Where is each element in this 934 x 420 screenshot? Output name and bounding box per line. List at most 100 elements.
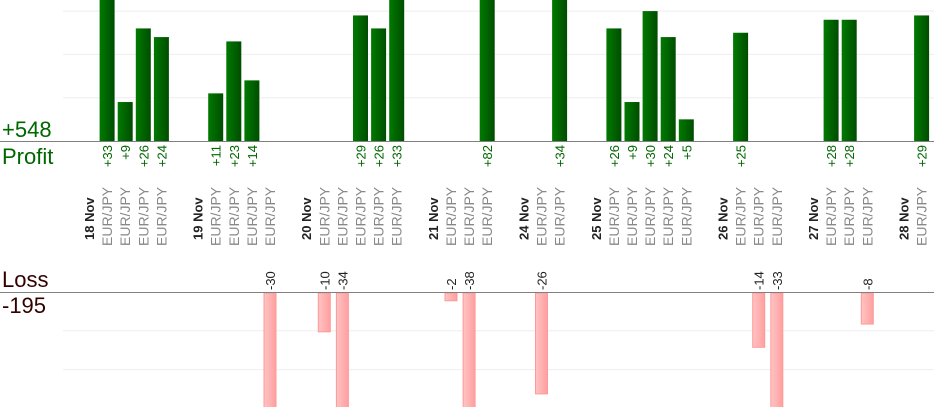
profit-bar bbox=[208, 93, 224, 141]
loss-bar bbox=[535, 292, 548, 395]
trade-pair-label: EUR/JPY bbox=[135, 186, 151, 246]
trade-pair-label: EUR/JPY bbox=[316, 186, 332, 246]
day-label: 24 Nov bbox=[516, 197, 531, 240]
profit-bar bbox=[135, 28, 151, 142]
trade-pair-label: EUR/JPY bbox=[624, 186, 640, 246]
profit-value-label: +26 bbox=[372, 145, 387, 167]
profit-label: Profit bbox=[2, 144, 53, 169]
profit-bar bbox=[642, 11, 658, 141]
profit-value-label: +11 bbox=[209, 145, 224, 166]
trade-pair-label: EUR/JPY bbox=[371, 186, 387, 246]
profit-bar bbox=[678, 119, 694, 141]
trade-pair-label: EUR/JPY bbox=[534, 186, 550, 246]
loss-bar bbox=[770, 292, 784, 407]
bars bbox=[99, 0, 930, 407]
profit-bar bbox=[733, 32, 749, 141]
trade-pair-label: EUR/JPY bbox=[334, 186, 350, 246]
trade-pair-label: EUR/JPY bbox=[751, 186, 767, 246]
trade-pair-label: EUR/JPY bbox=[678, 186, 694, 246]
day-label: 25 Nov bbox=[589, 197, 604, 240]
profit-value-label: +82 bbox=[480, 145, 495, 167]
profit-bar bbox=[353, 15, 368, 141]
profit-value-label: +33 bbox=[390, 145, 405, 167]
profit-value-label: +28 bbox=[842, 145, 857, 167]
day-label: 28 Nov bbox=[897, 197, 912, 240]
trade-pair-label: EUR/JPY bbox=[479, 186, 495, 246]
loss-value-label: -38 bbox=[462, 271, 477, 290]
profit-bar bbox=[153, 37, 169, 141]
profit-bar bbox=[244, 80, 260, 141]
loss-value-label: -33 bbox=[770, 271, 785, 290]
profit-value-label: +24 bbox=[154, 145, 169, 167]
profit-value-label: +34 bbox=[553, 145, 568, 167]
profit-bar bbox=[99, 0, 115, 141]
profit-value-label: +26 bbox=[136, 145, 151, 167]
trade-pair-label: EUR/JPY bbox=[461, 186, 477, 246]
trade-pair-label: EUR/JPY bbox=[443, 186, 459, 246]
day-label: 26 Nov bbox=[716, 197, 731, 240]
gridlines bbox=[63, 10, 934, 371]
profit-value-label: +24 bbox=[661, 145, 676, 167]
profit-bar bbox=[552, 0, 568, 142]
loss-bar bbox=[444, 292, 458, 302]
profit-bar bbox=[823, 19, 839, 141]
trade-pair-label: EUR/JPY bbox=[99, 186, 115, 246]
profit-bar bbox=[226, 41, 242, 141]
loss-total: -195 bbox=[2, 293, 46, 318]
profit-bar bbox=[841, 19, 857, 141]
trade-pair-label: EUR/JPY bbox=[823, 186, 839, 246]
trade-pair-label: EUR/JPY bbox=[153, 186, 169, 246]
profit-bar bbox=[914, 15, 930, 141]
loss-bar bbox=[263, 292, 277, 407]
trade-pair-label: EUR/JPY bbox=[859, 186, 875, 246]
loss-bar bbox=[462, 292, 476, 407]
profit-bar bbox=[371, 28, 387, 142]
loss-value-label: -2 bbox=[444, 278, 459, 290]
profit-bar bbox=[660, 37, 676, 141]
loss-value-label: -34 bbox=[335, 271, 350, 290]
loss-label: Loss bbox=[2, 267, 48, 292]
day-label: 19 Nov bbox=[191, 197, 206, 240]
profit-bar bbox=[479, 0, 495, 141]
profit-bar bbox=[624, 102, 640, 141]
loss-bar bbox=[335, 292, 349, 407]
profit-value-label: +30 bbox=[643, 145, 658, 167]
trade-pair-label: EUR/JPY bbox=[389, 186, 405, 246]
profit-bar bbox=[606, 28, 622, 142]
profit-value-label: +29 bbox=[354, 145, 369, 167]
trade-pair-label: EUR/JPY bbox=[914, 186, 930, 246]
trade-pair-label: EUR/JPY bbox=[226, 186, 242, 246]
day-label: 27 Nov bbox=[806, 197, 821, 240]
profit-value-label: +28 bbox=[824, 145, 839, 167]
day-label: 20 Nov bbox=[299, 197, 314, 240]
trade-pair-label: EUR/JPY bbox=[244, 186, 260, 246]
trade-pair-label: EUR/JPY bbox=[769, 186, 785, 246]
profit-value-label: +26 bbox=[607, 145, 622, 167]
profit-value-label: +14 bbox=[245, 145, 260, 167]
profit-value-label: +5 bbox=[679, 145, 694, 160]
loss-value-label: -30 bbox=[263, 271, 278, 290]
profit-total: +548 bbox=[2, 117, 52, 142]
loss-value-label: -14 bbox=[752, 271, 767, 290]
trade-pair-label: EUR/JPY bbox=[642, 186, 658, 246]
trade-pair-label: EUR/JPY bbox=[353, 186, 369, 246]
trade-pair-label: EUR/JPY bbox=[552, 186, 568, 246]
day-label: 21 Nov bbox=[426, 197, 441, 240]
profit-value-label: +33 bbox=[100, 145, 115, 167]
loss-bar bbox=[317, 292, 331, 333]
loss-value-label: -26 bbox=[535, 271, 550, 290]
profit-value-label: +23 bbox=[227, 145, 242, 167]
profit-value-label: +29 bbox=[915, 145, 930, 167]
axes bbox=[0, 141, 934, 293]
profit-value-label: +9 bbox=[118, 145, 133, 160]
loss-bar bbox=[752, 292, 766, 348]
profit-bar bbox=[389, 0, 405, 141]
day-label: 18 Nov bbox=[82, 197, 97, 240]
trade-pair-label: EUR/JPY bbox=[733, 186, 749, 246]
loss-value-label: -10 bbox=[317, 271, 332, 290]
trade-pair-label: EUR/JPY bbox=[117, 186, 133, 246]
trade-pair-label: EUR/JPY bbox=[262, 186, 278, 246]
loss-bar bbox=[860, 292, 874, 325]
trade-pair-label: EUR/JPY bbox=[606, 186, 622, 246]
